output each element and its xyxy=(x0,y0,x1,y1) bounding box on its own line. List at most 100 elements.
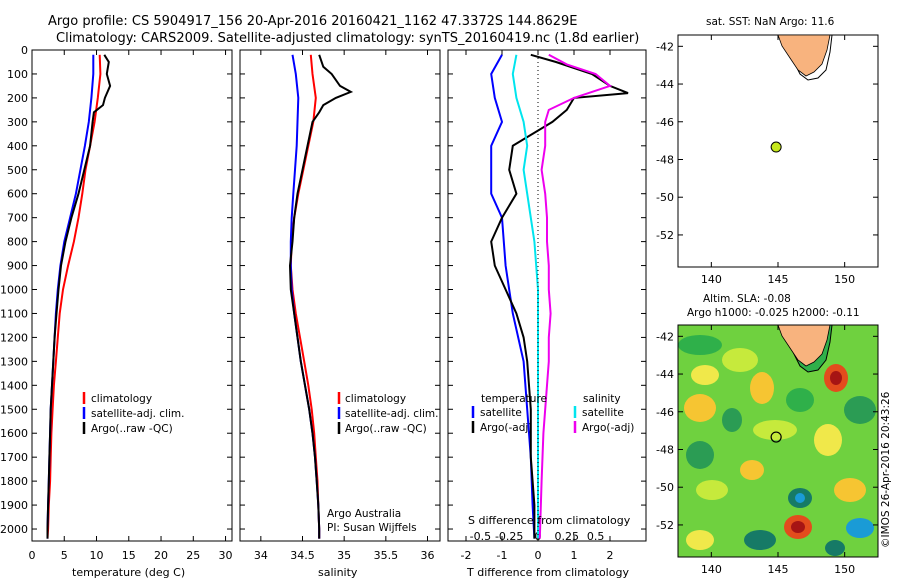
temperature-plot-frame xyxy=(31,49,233,542)
map-x-tick-label: 145 xyxy=(768,563,789,576)
sst-float-marker xyxy=(770,141,782,153)
axis-ticks: 0100200300400500600700800900100011001200… xyxy=(0,44,646,562)
map-y-tick-label: -46 xyxy=(656,406,674,419)
legend-label-climatology: climatology xyxy=(345,393,406,405)
sla-blob xyxy=(844,396,876,424)
x-tick-label: 1 xyxy=(571,549,578,562)
sla-background xyxy=(678,325,878,557)
sla-blob xyxy=(791,521,805,533)
legend-label-satellite: satellite-adj. clim. xyxy=(345,408,438,420)
x-tick-label: 2 xyxy=(607,549,614,562)
legend-title-temperature: temperature xyxy=(481,393,547,405)
x-tick-label: 5 xyxy=(61,549,68,562)
depth-tick-label: 800 xyxy=(7,236,28,249)
x-tick-label: -2 xyxy=(461,549,472,562)
profile-line-satellite-adj-clim- xyxy=(46,54,95,539)
profile-line-argo-raw-qc- xyxy=(288,54,354,539)
map-x-tick-label: 140 xyxy=(701,563,722,576)
profile-line-salinity-satellite xyxy=(511,54,539,539)
x-tick-label: 10 xyxy=(90,549,104,562)
depth-tick-label: 1200 xyxy=(0,331,28,344)
depth-tick-label: 1600 xyxy=(0,427,28,440)
map-y-tick-label: -50 xyxy=(656,481,674,494)
x-tick-label: 0 xyxy=(535,549,542,562)
sla-blob xyxy=(830,371,842,385)
depth-tick-label: 1800 xyxy=(0,475,28,488)
t-difference-axis-label: T difference from climatology xyxy=(466,566,629,579)
map-y-tick-label: -48 xyxy=(656,153,674,166)
x-tick-label: 25 xyxy=(186,549,200,562)
map-y-tick-label: -50 xyxy=(656,191,674,204)
difference-legend: temperature satellite Argo(-adj) salinit… xyxy=(471,393,634,434)
x-tick-label: 35 xyxy=(337,549,351,562)
depth-tick-label: 1900 xyxy=(0,499,28,512)
legend-label-argo: Argo(..raw -QC) xyxy=(345,423,427,435)
depth-tick-label: 1000 xyxy=(0,284,28,297)
legend-label-climatology: climatology xyxy=(91,393,152,405)
legend-label-s-argo: Argo(-adj) xyxy=(582,422,634,434)
x-tick-label: 15 xyxy=(122,549,136,562)
map-x-tick-label: 150 xyxy=(834,273,855,286)
temperature-legend: climatology satellite-adj. clim. Argo(..… xyxy=(82,392,184,435)
sla-blob xyxy=(684,394,716,422)
sla-blob xyxy=(686,530,714,550)
x-tick-label: 0 xyxy=(29,549,36,562)
sla-blob xyxy=(750,372,774,404)
x-tick-label: 34.5 xyxy=(290,549,315,562)
map-y-tick-label: -44 xyxy=(656,78,674,91)
x-tick-label: 34 xyxy=(254,549,268,562)
imos-timestamp: ©IMOS 26-Apr-2016 20:43:26 xyxy=(880,391,892,548)
temperature-axis-label: temperature (deg C) xyxy=(72,566,185,579)
map-x-tick-label: 145 xyxy=(768,273,789,286)
sla-map-title-2: Argo h1000: -0.025 h2000: -0.11 xyxy=(687,307,860,319)
sla-float-marker xyxy=(770,431,782,443)
institution-annotation: Argo Australia xyxy=(327,508,401,520)
salinity-legend: climatology satellite-adj. clim. Argo(..… xyxy=(337,392,438,435)
sla-blob xyxy=(846,518,874,538)
map-y-tick-label: -46 xyxy=(656,116,674,129)
sla-heatmap xyxy=(678,325,878,557)
depth-tick-label: 200 xyxy=(7,92,28,105)
depth-tick-label: 2000 xyxy=(0,523,28,536)
map-y-tick-label: -44 xyxy=(656,368,674,381)
depth-tick-label: 1400 xyxy=(0,379,28,392)
depth-tick-label: 500 xyxy=(7,164,28,177)
sst-map-land xyxy=(777,35,833,81)
legend-label-argo: Argo(..raw -QC) xyxy=(91,423,173,435)
figure-title-line-2: Climatology: CARS2009. Satellite-adjuste… xyxy=(56,31,639,46)
sla-map-title-1: Altim. SLA: -0.08 xyxy=(703,293,791,305)
legend-label-t-satellite: satellite xyxy=(480,407,522,419)
sla-map-ticks: 140 145 150 -42 -44 -46 -48 -50 -52 xyxy=(656,325,878,576)
sst-map-title: sat. SST: NaN Argo: 11.6 xyxy=(706,16,835,28)
sla-blob xyxy=(722,408,742,432)
x-tick-label: 30 xyxy=(219,549,233,562)
profile-line-argo-raw-qc- xyxy=(46,54,112,539)
profile-line-temperature-argo-adj- xyxy=(490,53,629,539)
sla-blob xyxy=(678,335,722,355)
map-y-tick-label: -52 xyxy=(656,229,674,242)
sla-blob xyxy=(686,441,714,469)
map-y-tick-label: -48 xyxy=(656,443,674,456)
pi-annotation: PI: Susan Wijffels xyxy=(327,522,417,534)
depth-tick-label: 600 xyxy=(7,188,28,201)
legend-label-s-satellite: satellite xyxy=(582,407,624,419)
map-x-tick-label: 140 xyxy=(701,273,722,286)
s-diff-tick-label: -0.5 xyxy=(470,530,491,543)
sla-blob xyxy=(786,388,814,412)
s-diff-tick-label: -0.25 xyxy=(495,530,523,543)
sla-blob xyxy=(814,424,842,456)
sla-blobs xyxy=(678,335,876,556)
legend-title-salinity: salinity xyxy=(583,393,621,405)
sst-map-ticks: 140 145 150 -42 -44 -46 -48 -50 -52 xyxy=(656,35,878,286)
depth-tick-label: 1300 xyxy=(0,355,28,368)
x-tick-label: 20 xyxy=(154,549,168,562)
x-tick-label: 35.5 xyxy=(374,549,399,562)
legend-label-t-argo: Argo(-adj) xyxy=(480,422,532,434)
s-diff-tick-label: 0.5 xyxy=(587,530,605,543)
difference-profiles xyxy=(490,53,629,539)
difference-plot-frame xyxy=(447,49,647,542)
sla-blob xyxy=(744,530,776,550)
salinity-plot-frame xyxy=(239,49,441,542)
sla-blob xyxy=(691,365,719,385)
